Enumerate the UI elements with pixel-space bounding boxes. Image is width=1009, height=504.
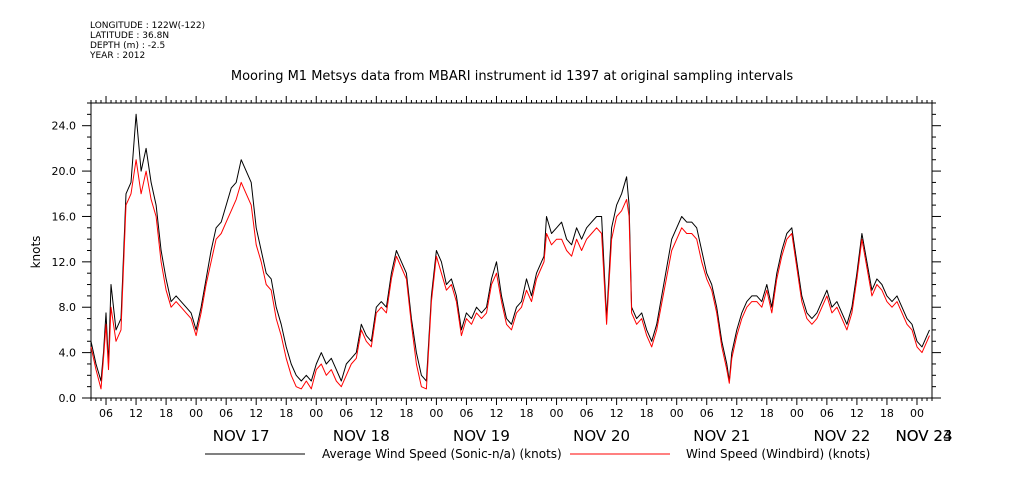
x-hour-tick-label: 18: [159, 407, 173, 420]
x-hour-tick-label: 06: [700, 407, 714, 420]
x-hour-tick-label: 06: [99, 407, 113, 420]
x-hour-tick-label: 18: [640, 407, 654, 420]
x-hour-tick-label: 00: [790, 407, 804, 420]
y-axis-label: knots: [29, 236, 43, 269]
x-day-label: NOV 17: [213, 427, 270, 445]
depth-label: DEPTH (m) : -2.5: [90, 41, 166, 51]
x-hour-tick-label: 06: [459, 407, 473, 420]
x-hour-tick-label: 12: [610, 407, 624, 420]
x-hour-tick-label: 18: [880, 407, 894, 420]
x-hour-tick-label: 12: [249, 407, 263, 420]
x-hour-tick-label: 00: [429, 407, 443, 420]
series-line-windbird: [90, 159, 930, 390]
series-line-average-wind: [90, 113, 930, 382]
x-hour-tick-label: 00: [189, 407, 203, 420]
y-tick-label: 24.0: [52, 120, 77, 133]
x-hour-tick-label: 06: [820, 407, 834, 420]
x-day-label: NOV 24: [896, 427, 953, 445]
axis-labels: 06 12 18 00 06 12 18 00 06 12 18 00 06 12 18 00 06 12 18 00…: [52, 120, 953, 445]
legend-label-windbird: Wind Speed (Windbird) (knots): [686, 447, 870, 461]
y-tick-label: 16.0: [52, 210, 77, 223]
year-label: YEAR : 2012: [90, 51, 146, 61]
x-hour-tick-label: 18: [760, 407, 774, 420]
legend: Average Wind Speed (Sonic-n/a) (knots) W…: [205, 447, 870, 461]
plot-frame: [90, 102, 933, 399]
series-lines: [90, 113, 930, 390]
x-day-label: NOV 23: [896, 427, 953, 445]
x-day-label: NOV 20: [573, 427, 630, 445]
x-day-label: NOV 18: [333, 427, 390, 445]
y-tick-label: 4.0: [59, 347, 77, 360]
x-hour-tick-label: 06: [580, 407, 594, 420]
y-tick-label: 12.0: [52, 256, 77, 269]
x-hour-tick-label: 00: [309, 407, 323, 420]
x-hour-tick-label: 12: [730, 407, 744, 420]
x-hour-tick-label: 12: [489, 407, 503, 420]
x-hour-tick-label: 12: [129, 407, 143, 420]
chart-title: Mooring M1 Metsys data from MBARI instru…: [231, 69, 793, 84]
y-tick-label: 20.0: [52, 165, 77, 178]
x-hour-tick-label: 18: [279, 407, 293, 420]
x-hour-tick-label: 12: [369, 407, 383, 420]
x-hour-tick-label: 06: [339, 407, 353, 420]
longitude-label: LONGITUDE : 122W(-122): [90, 21, 206, 31]
x-hour-tick-label: 00: [910, 407, 924, 420]
x-day-label: NOV 22: [813, 427, 870, 445]
x-hour-tick-label: 18: [399, 407, 413, 420]
x-hour-tick-label: 06: [219, 407, 233, 420]
x-day-label: NOV 19: [453, 427, 510, 445]
latitude-label: LATITUDE : 36.8N: [90, 31, 170, 41]
metadata-block: LONGITUDE : 122W(-122) LATITUDE : 36.8N …: [90, 21, 205, 61]
legend-label-average-wind: Average Wind Speed (Sonic-n/a) (knots): [322, 447, 562, 461]
y-tick-label: 0.0: [59, 392, 77, 405]
y-tick-label: 8.0: [59, 301, 77, 314]
x-hour-tick-label: 12: [850, 407, 864, 420]
axis-ticks: [82, 96, 941, 405]
x-hour-tick-label: 00: [550, 407, 564, 420]
x-hour-tick-label: 18: [520, 407, 534, 420]
x-hour-tick-label: 00: [670, 407, 684, 420]
x-day-label: NOV 21: [693, 427, 750, 445]
